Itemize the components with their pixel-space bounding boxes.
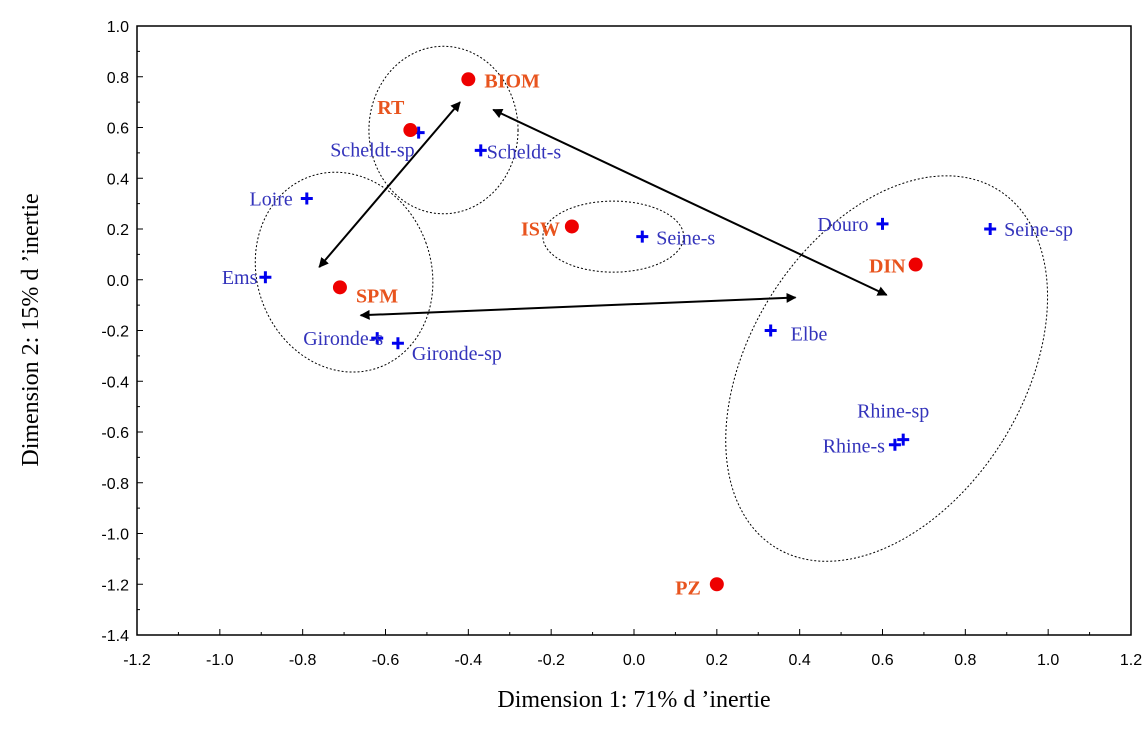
variable-point xyxy=(636,230,649,243)
variable-point xyxy=(371,332,384,345)
point-labels: Scheldt-sp Scheldt-s Loire Ems Gironde-s Giro… xyxy=(222,70,1073,599)
y-tick-label: 0.6 xyxy=(107,121,129,138)
x-tick-label: -0.8 xyxy=(289,652,317,669)
x-tick-label: -0.2 xyxy=(537,652,565,669)
y-tick-labels: 1.0 0.8 0.6 0.4 0.2 0.0 -0.2 -0.4 -0.6 -0.8 -1.0 -1… xyxy=(101,19,129,645)
plot-frame xyxy=(136,25,1132,636)
y-tick-label: 0.4 xyxy=(107,171,129,188)
variable-label: Scheldt-sp xyxy=(330,140,414,162)
supplementary-label: SPM xyxy=(356,285,398,307)
supplementary-label: BIOM xyxy=(484,70,540,92)
variable-label: Seine-s xyxy=(656,228,715,250)
x-tick-label: 1.0 xyxy=(1037,652,1059,669)
variable-point xyxy=(876,217,889,230)
variable-point xyxy=(300,192,313,205)
variable-label: Gironde-s xyxy=(303,328,383,350)
variable-point xyxy=(764,324,777,337)
variable-label: Seine-sp xyxy=(1004,219,1073,241)
variable-label: Rhine-sp xyxy=(857,401,929,423)
supplementary-point xyxy=(908,257,923,272)
y-tick-label: -0.4 xyxy=(101,374,129,391)
y-tick-label: -0.6 xyxy=(101,425,129,442)
supplementary-label: RT xyxy=(377,97,405,119)
x-tick-label: -1.0 xyxy=(206,652,234,669)
variable-label: Rhine-s xyxy=(823,436,885,458)
variable-point xyxy=(888,438,901,451)
supplementary-label: DIN xyxy=(869,256,906,278)
variable-label: Gironde-sp xyxy=(412,343,502,365)
y-tick-label: 1.0 xyxy=(107,19,129,36)
y-tick-label: -1.0 xyxy=(101,527,129,544)
y-tick-label: -1.4 xyxy=(101,628,129,645)
data-points xyxy=(259,72,997,592)
y-tick-label: 0.8 xyxy=(107,70,129,87)
y-tick-label: 0.0 xyxy=(107,273,129,290)
supplementary-label: PZ xyxy=(675,577,701,599)
supplementary-point xyxy=(564,219,579,234)
variable-label: Ems xyxy=(222,267,258,289)
double-arrow xyxy=(492,108,888,296)
x-tick-label: 0.8 xyxy=(954,652,976,669)
variable-label: Scheldt-s xyxy=(487,141,562,163)
variable-label: Douro xyxy=(817,214,868,236)
x-tick-labels: -1.2 -1.0 -0.8 -0.6 -0.4 -0.2 0.0 0.2 0.4 0.6 0.8 1… xyxy=(123,652,1142,669)
y-tick-label: -0.2 xyxy=(101,324,129,341)
supplementary-point xyxy=(461,72,476,87)
variable-label: Elbe xyxy=(791,324,828,346)
variable-point xyxy=(474,144,487,157)
x-tick-label: 0.2 xyxy=(706,652,728,669)
y-axis-title: Dimension 2: 15% d ’inertie xyxy=(18,193,44,466)
supplementary-point xyxy=(403,123,418,138)
y-tick-label: 0.2 xyxy=(107,222,129,239)
x-tick-label: 0.4 xyxy=(789,652,811,669)
supplementary-point xyxy=(332,280,347,295)
double-arrows xyxy=(318,101,888,320)
supplementary-label: ISW xyxy=(521,218,560,240)
axis-ticks xyxy=(136,25,1132,636)
x-tick-label: 0.0 xyxy=(623,652,645,669)
x-tick-label: 1.2 xyxy=(1120,652,1142,669)
x-tick-label: -0.4 xyxy=(455,652,483,669)
y-tick-label: -0.8 xyxy=(101,476,129,493)
group-ellipse xyxy=(725,175,1049,562)
x-axis-title: Dimension 1: 71% d ’inertie xyxy=(497,687,770,713)
variable-label: Loire xyxy=(249,189,292,211)
x-tick-label: -1.2 xyxy=(123,652,151,669)
variable-point xyxy=(984,223,997,235)
x-tick-label: -0.6 xyxy=(372,652,400,669)
supplementary-point xyxy=(709,577,724,592)
double-arrow xyxy=(359,292,797,320)
variable-point xyxy=(897,433,910,446)
x-tick-label: 0.6 xyxy=(871,652,893,669)
variable-point xyxy=(259,271,272,284)
variable-point xyxy=(391,337,404,350)
double-arrow xyxy=(318,101,461,268)
y-tick-label: -1.2 xyxy=(101,577,129,594)
